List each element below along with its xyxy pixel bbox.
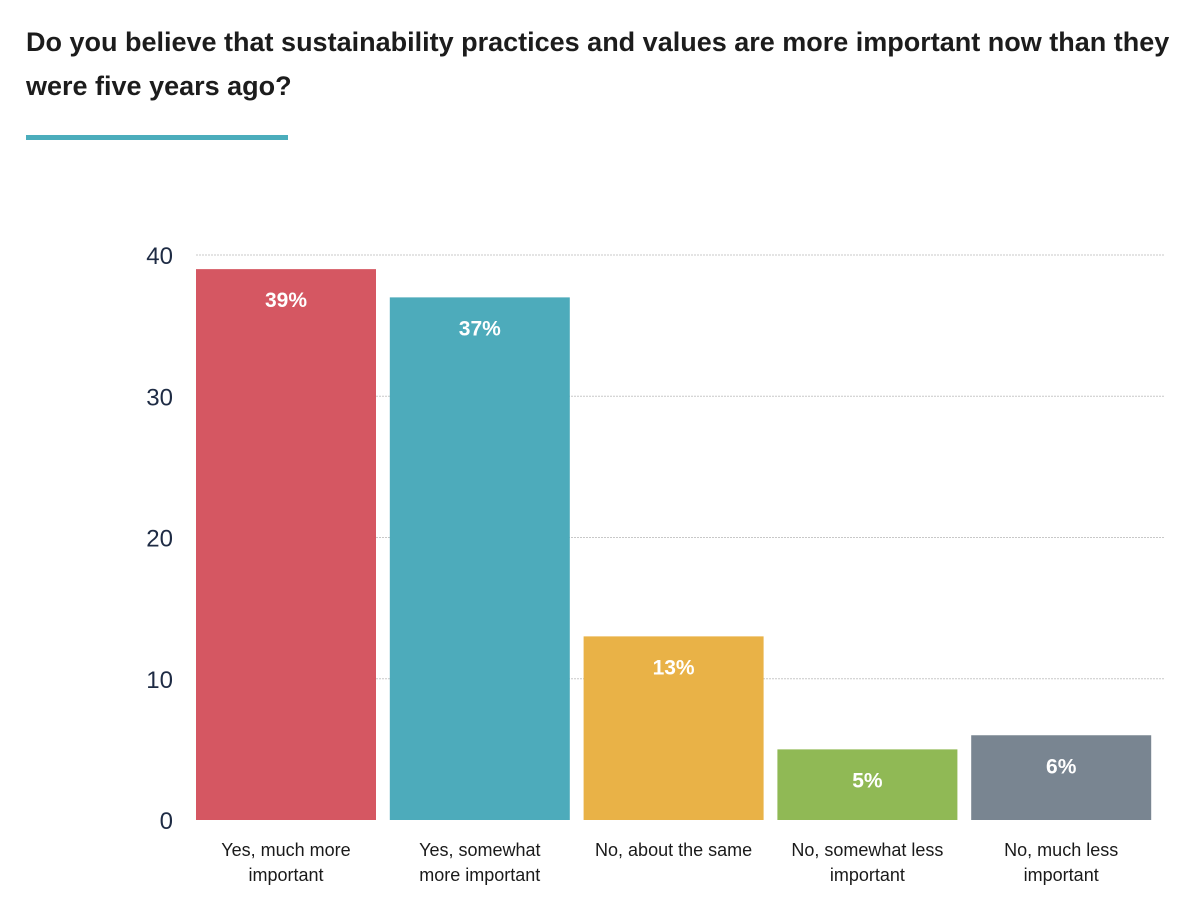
bar (389, 297, 570, 820)
data-label: 39% (265, 289, 307, 312)
x-category-label: No, somewhat less (791, 840, 943, 860)
data-label: 6% (1046, 755, 1077, 778)
bar (777, 749, 958, 820)
x-category-label: important (248, 865, 323, 885)
y-tick-label: 20 (146, 526, 173, 553)
x-category-label: No, much less (1004, 840, 1118, 860)
bar (583, 636, 764, 820)
title-accent-rule (26, 135, 288, 140)
chart-title: Do you believe that sustainability pract… (26, 27, 1170, 101)
y-tick-label: 0 (160, 808, 173, 835)
data-label: 37% (459, 317, 501, 340)
bar (196, 269, 376, 820)
x-category-label: important (1024, 865, 1099, 885)
x-category-label: more important (419, 865, 540, 885)
x-category-label: Yes, somewhat (419, 840, 540, 860)
x-category-label: important (830, 865, 905, 885)
x-category-label: Yes, much more (221, 840, 350, 860)
y-tick-label: 10 (146, 667, 173, 694)
data-label: 13% (653, 656, 695, 679)
x-category-label: No, about the same (595, 840, 752, 860)
data-label: 5% (852, 769, 883, 792)
y-tick-label: 30 (146, 384, 173, 411)
y-tick-label: 40 (146, 243, 173, 270)
bar (971, 735, 1152, 820)
